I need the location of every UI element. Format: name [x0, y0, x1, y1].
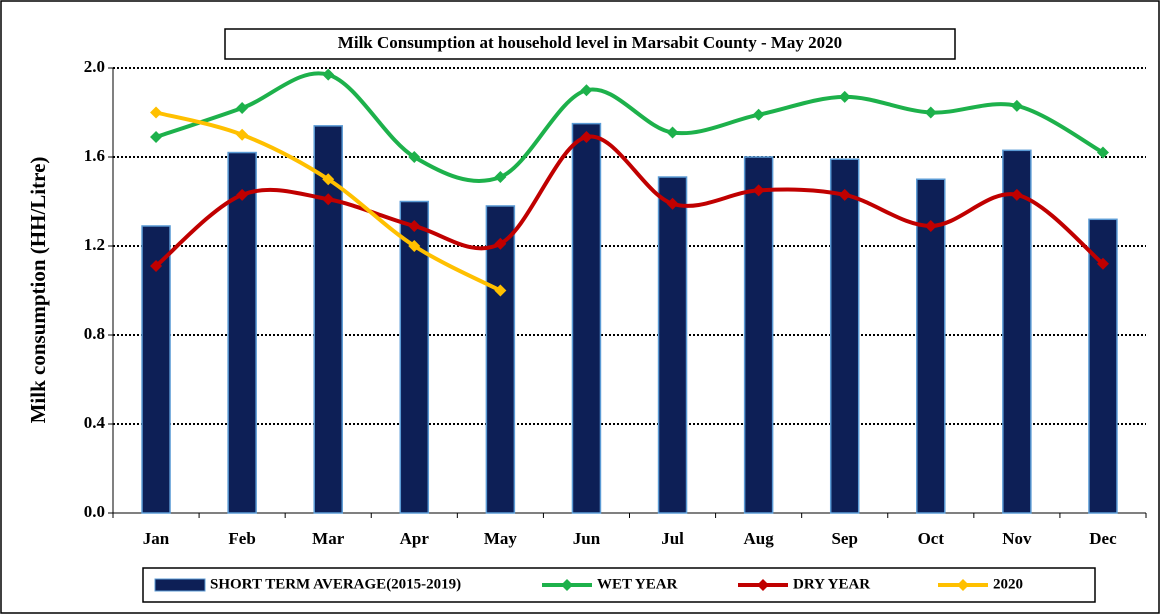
marker — [322, 173, 335, 186]
x-tick-label: Nov — [1002, 529, 1032, 548]
marker — [408, 219, 421, 232]
title-box — [224, 28, 956, 60]
legend-swatch — [154, 578, 206, 592]
marker — [838, 188, 851, 201]
bar — [141, 225, 171, 514]
marker — [580, 130, 593, 143]
legend-marker — [757, 579, 769, 591]
marker — [580, 84, 593, 97]
marker — [1010, 188, 1023, 201]
x-tick-label: Aug — [744, 529, 775, 548]
marker — [408, 240, 421, 252]
bar — [313, 125, 343, 514]
x-tick-label: May — [484, 529, 518, 548]
legend-label: WET YEAR — [597, 576, 678, 592]
marker — [150, 106, 163, 119]
marker — [150, 130, 163, 143]
marker — [494, 284, 507, 297]
y-tick-label: 0.0 — [84, 502, 105, 521]
y-tick-label: 0.8 — [84, 324, 105, 343]
y-tick-label: 1.6 — [84, 146, 105, 165]
marker — [1010, 99, 1023, 112]
marker — [752, 184, 765, 197]
marker — [1096, 257, 1109, 270]
legend-marker — [957, 579, 969, 591]
x-tick-label: Mar — [312, 529, 345, 548]
bar — [916, 178, 946, 514]
marker — [666, 126, 679, 139]
marker — [408, 151, 421, 163]
marker — [322, 68, 335, 81]
y-tick-label: 1.2 — [84, 235, 105, 254]
marker — [494, 171, 507, 184]
x-tick-label: Dec — [1089, 529, 1117, 548]
marker — [150, 260, 163, 273]
y-tick-label: 0.4 — [84, 413, 106, 432]
bar — [1088, 218, 1118, 514]
marker — [838, 90, 851, 103]
marker — [236, 128, 249, 141]
x-tick-label: Apr — [400, 529, 430, 548]
marker — [236, 102, 249, 115]
x-tick-label: Feb — [228, 529, 255, 548]
chart-title: Milk Consumption at household level in M… — [338, 33, 842, 52]
legend-marker — [561, 579, 573, 591]
legend-label: SHORT TERM AVERAGE(2015-2019) — [210, 576, 461, 592]
bar — [829, 158, 860, 514]
bar — [485, 205, 516, 514]
marker — [924, 106, 937, 119]
x-tick-label: Oct — [918, 529, 945, 548]
legend-box — [142, 567, 1096, 603]
marker — [924, 219, 937, 232]
bar — [657, 176, 688, 514]
x-tick-label: Jun — [573, 529, 601, 548]
x-tick-label: Jul — [661, 529, 684, 548]
bar — [227, 151, 257, 514]
y-tick-label: 2.0 — [84, 57, 105, 76]
x-tick-label: Jan — [143, 529, 170, 548]
marker — [752, 108, 765, 121]
y-axis-label: Milk consumption (HH/Litre) — [26, 157, 50, 424]
bar — [571, 122, 602, 514]
marker — [322, 193, 335, 206]
bar — [743, 156, 774, 514]
bar — [1002, 149, 1032, 514]
marker — [236, 188, 249, 201]
legend-label: DRY YEAR — [793, 576, 870, 592]
marker — [494, 237, 507, 250]
marker — [1096, 146, 1109, 159]
x-tick-label: Sep — [831, 529, 857, 548]
marker — [666, 197, 679, 210]
legend-label: 2020 — [993, 576, 1023, 592]
